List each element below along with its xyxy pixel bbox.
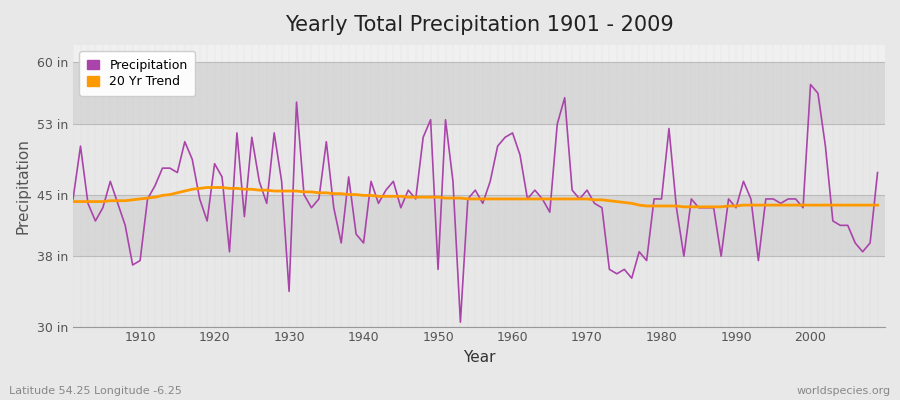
20 Yr Trend [604, 198, 615, 203]
Precipitation [68, 196, 78, 201]
Bar [73, 124, 885, 194]
Precipitation [336, 240, 346, 245]
Precipitation [507, 130, 517, 135]
20 Yr Trend [68, 199, 78, 204]
Text: worldspecies.org: worldspecies.org [796, 386, 891, 396]
Y-axis label: Precipitation: Precipitation [15, 138, 30, 234]
20 Yr Trend [507, 196, 517, 201]
20 Yr Trend [202, 185, 212, 190]
Legend: Precipitation, 20 Yr Trend: Precipitation, 20 Yr Trend [79, 51, 195, 96]
Bar [73, 256, 885, 326]
Precipitation [806, 82, 816, 87]
X-axis label: Year: Year [463, 350, 495, 365]
20 Yr Trend [127, 198, 138, 202]
Precipitation [515, 152, 526, 157]
20 Yr Trend [299, 190, 310, 194]
20 Yr Trend [872, 203, 883, 208]
Line: Precipitation: Precipitation [73, 84, 878, 322]
Precipitation [872, 170, 883, 175]
Bar [73, 194, 885, 256]
Title: Yearly Total Precipitation 1901 - 2009: Yearly Total Precipitation 1901 - 2009 [284, 15, 673, 35]
20 Yr Trend [679, 204, 689, 209]
Bar [73, 62, 885, 124]
Line: 20 Yr Trend: 20 Yr Trend [73, 188, 878, 207]
Precipitation [604, 267, 615, 272]
20 Yr Trend [343, 192, 354, 197]
Text: Latitude 54.25 Longitude -6.25: Latitude 54.25 Longitude -6.25 [9, 386, 182, 396]
Precipitation [291, 100, 302, 104]
Precipitation [455, 320, 466, 324]
Precipitation [127, 262, 138, 267]
20 Yr Trend [515, 196, 526, 201]
